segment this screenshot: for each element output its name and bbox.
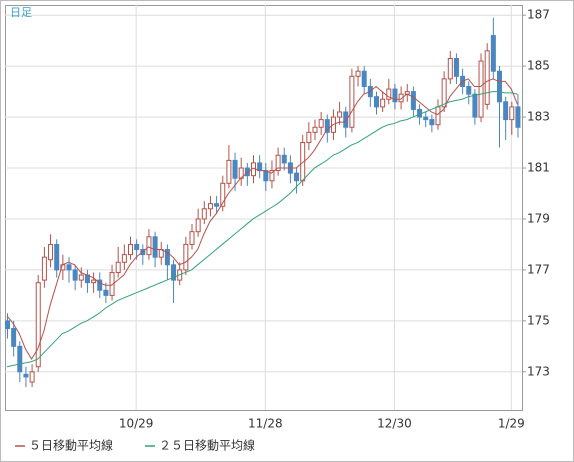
x-tick-label: 12/30 (377, 417, 412, 431)
candle-body (497, 70, 502, 103)
candle-body (318, 119, 324, 128)
x-tick-label: 11/28 (248, 417, 283, 431)
candle-body (269, 170, 275, 182)
candle-body (152, 236, 158, 258)
candle-body (306, 131, 312, 144)
plot-area (5, 5, 523, 411)
candle-body (41, 256, 47, 281)
candle-body (115, 261, 121, 273)
candle-body (447, 57, 453, 80)
candle-body (478, 60, 484, 118)
candle-body (244, 167, 250, 177)
candle-body (201, 208, 207, 220)
candle-body (472, 93, 478, 118)
candle-body (349, 75, 355, 128)
candle-body (134, 243, 140, 251)
candle-body (509, 106, 515, 121)
candle-body (29, 371, 35, 383)
candle-body (183, 243, 189, 271)
y-tick-label: 177 (527, 262, 550, 276)
candle-body (5, 320, 10, 329)
candle-body (72, 269, 78, 281)
candle-body (35, 282, 41, 368)
candle-body (275, 154, 281, 172)
candle-body (195, 218, 201, 233)
candle-body (109, 271, 115, 296)
candle-body (392, 88, 398, 103)
candle-body (97, 279, 103, 291)
candle-body (466, 86, 472, 95)
y-tick-label: 181 (527, 161, 550, 175)
candle-body (490, 35, 496, 72)
candle-body (17, 345, 23, 373)
candle-body (374, 96, 379, 108)
candle-body (337, 111, 343, 118)
candle-body (386, 88, 392, 100)
candle-body (220, 182, 226, 207)
candle-body (312, 126, 318, 133)
legend-label: ５日移動平均線 (29, 438, 113, 453)
legend-label: ２５日移動平均線 (159, 438, 255, 453)
y-tick-label: 185 (527, 59, 550, 73)
candle-body (207, 203, 213, 210)
candle-body (453, 57, 459, 77)
candle-body (78, 274, 84, 281)
candle-body (380, 98, 386, 108)
candle-body (189, 231, 195, 245)
x-tick-label: 1/29 (498, 417, 525, 431)
y-tick-label: 187 (527, 8, 550, 22)
candle-body (146, 236, 152, 256)
candle-body (54, 243, 60, 271)
candle-body (66, 264, 72, 271)
candle-body (484, 50, 490, 105)
candle-body (355, 70, 361, 77)
y-tick-label: 173 (527, 364, 550, 378)
candle-body (164, 249, 170, 266)
candle-body (226, 159, 232, 184)
candle-body (435, 106, 441, 126)
candle-body (410, 91, 416, 110)
candle-body (232, 159, 238, 179)
candle-body (48, 243, 54, 261)
candle-body (429, 119, 435, 126)
ma-line (6, 78, 518, 361)
candle-body (441, 78, 447, 108)
candle-body (257, 162, 263, 172)
candle-body (23, 373, 29, 378)
candle-body (281, 154, 287, 164)
candle-body (324, 119, 330, 133)
candle-body (404, 91, 410, 95)
x-tick-label: 10/29 (119, 417, 154, 431)
y-tick-label: 183 (527, 110, 550, 124)
candle-body (343, 111, 349, 128)
candle-body (171, 264, 177, 281)
ma-line (6, 91, 518, 368)
candle-body (294, 172, 300, 182)
candle-body (214, 203, 220, 207)
candle-body (503, 101, 509, 121)
y-tick-label: 175 (527, 313, 550, 327)
candle-body (361, 70, 367, 88)
candle-body (11, 327, 17, 347)
candle-body (263, 170, 269, 182)
candle-body (515, 106, 521, 128)
candle-body (398, 93, 404, 103)
candle-body (128, 243, 133, 256)
candle-body (91, 279, 97, 284)
candle-body (423, 116, 429, 121)
chart-title: 日足 (10, 6, 32, 19)
y-tick-label: 179 (527, 211, 550, 225)
candle-body (103, 289, 109, 296)
candle-body (121, 254, 127, 263)
